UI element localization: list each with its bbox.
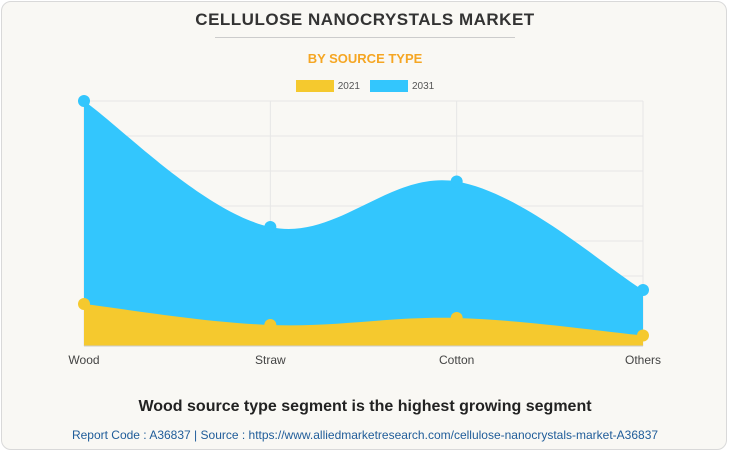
data-point-2031-cotton[interactable] bbox=[450, 175, 463, 188]
legend-label-2021: 2021 bbox=[337, 80, 360, 92]
chart-subtitle: BY SOURCE TYPE bbox=[307, 51, 423, 66]
x-tick-label-others: Others bbox=[625, 353, 661, 367]
data-point-2021-straw[interactable] bbox=[264, 319, 277, 331]
report-source: Report Code : A36837 | Source : https://… bbox=[0, 428, 730, 442]
legend-swatch-2031 bbox=[370, 80, 408, 92]
data-point-2031-wood[interactable] bbox=[78, 95, 90, 107]
title-divider bbox=[215, 37, 515, 38]
report-code: Report Code : A36837 bbox=[71, 428, 191, 442]
area-series-2021 bbox=[84, 304, 643, 346]
chart-title: CELLULOSE NANOCRYSTALS MARKET bbox=[195, 10, 535, 29]
data-point-2031-straw[interactable] bbox=[264, 221, 277, 233]
data-point-2021-others[interactable] bbox=[637, 329, 649, 342]
legend-label-2031: 2031 bbox=[412, 80, 435, 92]
legend-item-2031[interactable]: 2031 bbox=[370, 80, 434, 92]
source-link[interactable]: Source : https://www.alliedmarketresearc… bbox=[200, 428, 659, 442]
x-tick-label-straw: Straw bbox=[255, 353, 286, 367]
footer-separator: | bbox=[194, 428, 198, 442]
legend-swatch-2021 bbox=[295, 80, 334, 92]
data-point-2031-others[interactable] bbox=[637, 284, 649, 296]
x-tick-label-wood: Wood bbox=[68, 353, 99, 367]
chart-headline: Wood source type segment is the highest … bbox=[138, 398, 592, 415]
legend-item-2021[interactable]: 2021 bbox=[295, 80, 360, 92]
x-tick-label-cotton: Cotton bbox=[439, 353, 474, 367]
data-point-2021-cotton[interactable] bbox=[450, 312, 463, 324]
chart-legend: 2021 2031 bbox=[0, 80, 730, 92]
area-series-2031 bbox=[84, 101, 643, 346]
data-point-2021-wood[interactable] bbox=[78, 298, 90, 310]
